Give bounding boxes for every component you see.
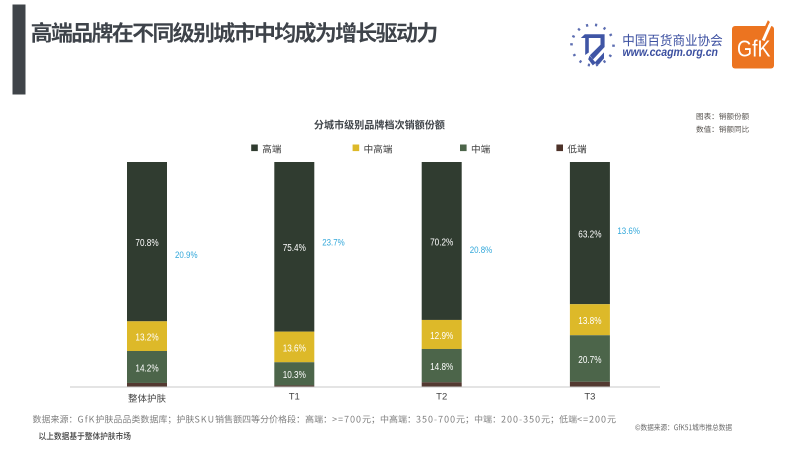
svg-text:10.3%: 10.3% xyxy=(283,370,306,381)
svg-text:GfK: GfK xyxy=(737,36,771,62)
svg-text:63.2%: 63.2% xyxy=(578,230,601,241)
svg-text:20.9%: 20.9% xyxy=(175,250,198,261)
svg-text:13.6%: 13.6% xyxy=(283,343,306,354)
svg-text:20.8%: 20.8% xyxy=(470,245,493,256)
svg-text:70.2%: 70.2% xyxy=(430,237,453,248)
svg-text:70.8%: 70.8% xyxy=(135,238,158,249)
svg-text:13.2%: 13.2% xyxy=(135,333,158,344)
svg-text:12.9%: 12.9% xyxy=(430,331,453,342)
svg-text:14.2%: 14.2% xyxy=(135,363,158,374)
svg-text:13.6%: 13.6% xyxy=(617,226,640,237)
svg-text:23.7%: 23.7% xyxy=(322,238,345,249)
svg-text:T2: T2 xyxy=(436,392,447,403)
svg-text:75.4%: 75.4% xyxy=(283,243,306,254)
svg-text:T3: T3 xyxy=(584,392,595,403)
svg-text:20.7%: 20.7% xyxy=(578,355,601,366)
svg-text:T1: T1 xyxy=(289,392,300,403)
svg-text:14.8%: 14.8% xyxy=(430,362,453,373)
svg-text:www.ccagm.org.cn: www.ccagm.org.cn xyxy=(623,47,719,59)
svg-text:13.8%: 13.8% xyxy=(578,316,601,327)
